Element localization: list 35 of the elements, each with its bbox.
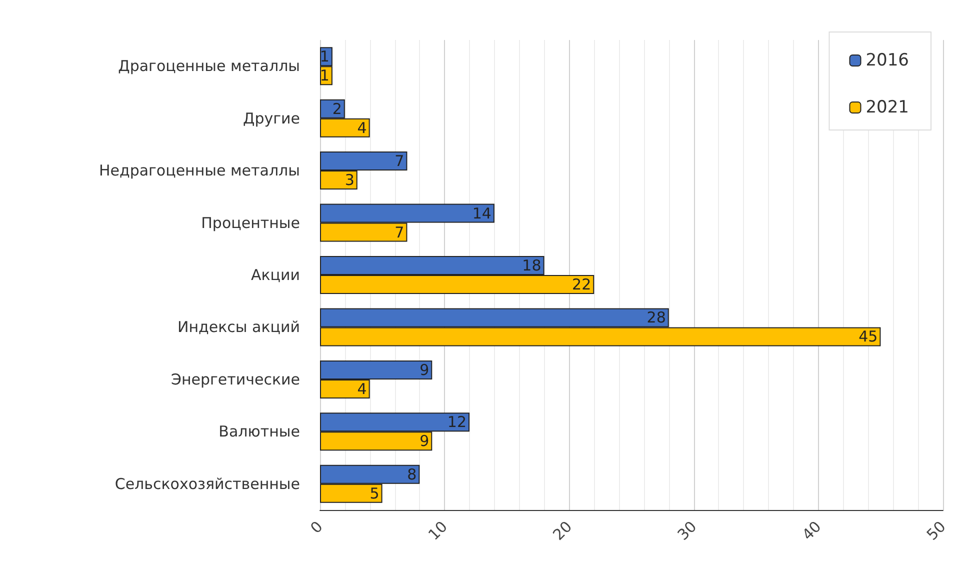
data-label: 9 [420, 432, 430, 450]
y-tick-label: Индексы акций [177, 318, 300, 336]
x-tick-label: 10 [424, 518, 451, 544]
data-label: 2 [332, 100, 342, 118]
y-tick-label: Сельскохозяйственные [114, 474, 300, 493]
legend-label: 2016 [866, 50, 909, 70]
y-tick-label: Процентные [201, 214, 300, 232]
data-label: 28 [646, 308, 666, 327]
y-tick-label: Драгоценные металлы [118, 57, 300, 76]
x-tick-label: 50 [923, 518, 950, 544]
data-label: 14 [472, 204, 492, 222]
y-tick-label: Акции [250, 266, 300, 284]
y-tick-label: Недрагоценные металлы [98, 162, 300, 180]
data-label: 7 [394, 152, 404, 170]
data-label: 22 [572, 276, 592, 294]
data-label: 4 [357, 380, 367, 398]
y-tick-label: Энергетические [170, 370, 300, 388]
data-label: 1 [320, 48, 330, 66]
data-label: 18 [522, 256, 542, 274]
x-tick-label: 30 [674, 518, 700, 544]
data-label: 8 [407, 465, 417, 484]
legend-label: 2021 [866, 98, 909, 118]
data-label: 45 [858, 328, 878, 346]
data-label: 5 [370, 484, 380, 502]
data-label: 7 [394, 223, 404, 242]
y-tick-label: Другие [243, 109, 300, 128]
data-label: 9 [420, 360, 430, 379]
data-label: 3 [344, 171, 354, 190]
data-label: 4 [357, 118, 367, 137]
data-label: 1 [320, 66, 330, 85]
x-tick-label: 0 [306, 518, 326, 538]
y-tick-label: Валютные [218, 422, 300, 441]
data-label: 12 [447, 413, 467, 432]
x-tick-label: 40 [798, 518, 825, 544]
x-tick-label: 20 [549, 518, 576, 544]
